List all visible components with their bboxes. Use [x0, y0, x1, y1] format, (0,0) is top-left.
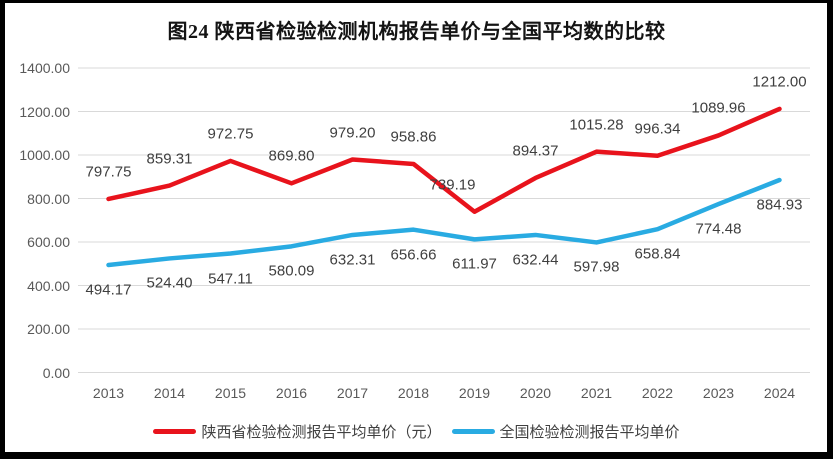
- legend-label-national: 全国检验检测报告平均单价: [499, 423, 680, 441]
- legend-item-national: 全国检验检测报告平均单价: [451, 421, 680, 442]
- y-axis-tick-label: 0.00: [42, 364, 70, 381]
- data-point-label: 1089.96: [691, 99, 746, 117]
- x-axis-tick-label: 2015: [214, 385, 247, 401]
- x-axis-tick-label: 2016: [275, 385, 308, 401]
- legend-line-blue-icon: [451, 428, 495, 434]
- y-axis-tick-label: 1200.00: [19, 103, 70, 120]
- data-point-label: 739.19: [429, 176, 476, 194]
- data-point-label: 869.80: [268, 147, 315, 165]
- y-axis-tick-label: 600.00: [27, 234, 70, 250]
- data-point-label: 972.75: [207, 125, 254, 143]
- chart-title: 图24 陕西省检验检测机构报告单价与全国平均数的比较: [167, 21, 666, 43]
- legend-item-shaanxi: 陕西省检验检测报告平均单价（元）: [153, 421, 442, 442]
- x-axis-tick-label: 2018: [397, 385, 430, 401]
- x-axis-tick-label: 2020: [519, 385, 552, 401]
- data-point-label: 494.17: [85, 281, 132, 299]
- data-point-label: 580.09: [268, 262, 315, 280]
- data-point-label: 632.44: [512, 251, 559, 269]
- x-axis-tick-label: 2014: [153, 385, 186, 401]
- frame-border-top: [0, 0, 833, 3]
- y-axis-tick-label: 1000.00: [19, 147, 70, 163]
- data-point-label: 611.97: [452, 255, 497, 273]
- data-point-label: 894.37: [512, 142, 559, 160]
- data-point-label: 979.20: [329, 124, 376, 142]
- series-line-1: [106, 177, 782, 268]
- x-axis-tick-label: 2017: [336, 385, 369, 401]
- data-point-label: 958.86: [390, 128, 437, 146]
- x-axis-tick-label: 2024: [763, 385, 796, 401]
- y-axis-tick-label: 200.00: [27, 321, 70, 337]
- frame-border-right: [827, 0, 833, 459]
- data-point-label: 1015.28: [569, 116, 624, 134]
- data-point-label: 774.48: [695, 220, 742, 238]
- x-axis-tick-label: 2019: [458, 385, 491, 401]
- data-point-label: 524.40: [146, 274, 193, 292]
- data-point-label: 859.31: [146, 150, 193, 168]
- data-point-label: 597.98: [573, 258, 620, 276]
- data-point-label: 656.66: [390, 246, 437, 264]
- legend-line-red-icon: [153, 428, 197, 434]
- data-point-label: 797.75: [85, 163, 132, 181]
- data-point-label: 996.34: [634, 120, 681, 138]
- data-point-label: 632.31: [329, 251, 376, 269]
- data-point-label: 658.84: [634, 245, 681, 263]
- chart-legend: 陕西省检验检测报告平均单价（元） 全国检验检测报告平均单价: [0, 420, 833, 442]
- frame-border-bottom: [0, 452, 833, 459]
- y-axis-tick-label: 800.00: [27, 190, 70, 207]
- x-axis-tick-label: 2013: [92, 385, 125, 401]
- y-axis-tick-label: 400.00: [27, 277, 70, 294]
- x-axis-tick-label: 2022: [641, 385, 674, 401]
- series-line-0: [106, 106, 782, 214]
- x-axis-tick-label: 2021: [580, 385, 613, 401]
- data-point-label: 884.93: [756, 196, 803, 214]
- legend-label-shaanxi: 陕西省检验检测报告平均单价（元）: [201, 423, 442, 441]
- data-point-label: 547.11: [208, 270, 253, 287]
- data-point-label: 1212.00: [752, 73, 807, 91]
- y-axis-tick-label: 1400.00: [19, 60, 70, 76]
- frame-border-left: [0, 0, 5, 459]
- x-axis-tick-label: 2023: [702, 385, 735, 401]
